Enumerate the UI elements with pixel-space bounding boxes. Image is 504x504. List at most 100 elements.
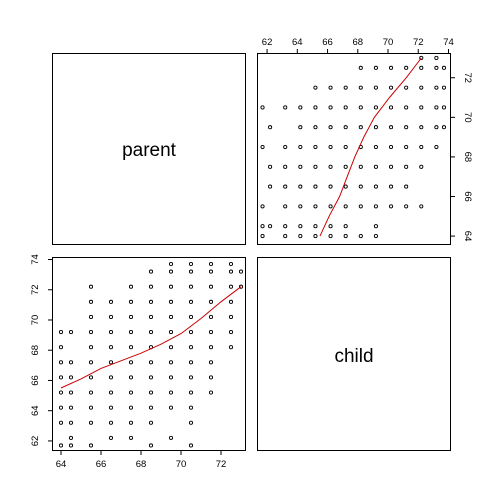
point-child-vs-parent-25	[313, 224, 318, 229]
point-child-vs-parent-34	[328, 224, 333, 229]
point-child-vs-parent-65	[373, 144, 378, 150]
points-top-right	[260, 55, 447, 239]
point-child-vs-parent-15	[283, 105, 288, 110]
ticklabel-top-68: 68	[352, 37, 363, 48]
point-parent-vs-child-2	[88, 443, 94, 448]
point-child-vs-parent-0	[260, 234, 265, 239]
ticklabel-top-74: 74	[443, 37, 454, 48]
point-child-vs-parent-54	[358, 164, 363, 169]
point-child-vs-parent-41	[328, 85, 333, 90]
point-parent-vs-child-91	[208, 284, 214, 289]
point-child-vs-parent-45	[343, 184, 348, 189]
point-parent-vs-child-38	[148, 375, 154, 380]
ticklabel-left-62: 62	[30, 436, 41, 447]
ticklabel-right-68: 68	[462, 152, 473, 163]
ticklabel-bottom-68: 68	[136, 459, 147, 470]
point-parent-vs-child-67	[188, 330, 194, 335]
panel-parent-vs-child	[257, 53, 451, 245]
point-parent-vs-child-0	[58, 443, 64, 448]
point-parent-vs-child-36	[108, 375, 114, 380]
point-child-vs-parent-36	[328, 184, 333, 189]
point-child-vs-parent-76	[388, 85, 394, 90]
point-parent-vs-child-46	[128, 360, 134, 365]
point-child-vs-parent-37	[328, 164, 333, 169]
point-child-vs-parent-74	[388, 125, 394, 130]
point-parent-vs-child-87	[128, 284, 134, 289]
point-parent-vs-child-75	[188, 314, 194, 320]
point-parent-vs-child-103	[228, 261, 234, 267]
point-parent-vs-child-24	[58, 390, 64, 395]
point-parent-vs-child-27	[108, 390, 114, 395]
point-parent-vs-child-23	[188, 405, 194, 410]
point-parent-vs-child-57	[188, 345, 194, 350]
point-child-vs-parent-69	[373, 65, 378, 70]
point-child-vs-parent-58	[358, 85, 363, 90]
point-child-vs-parent-91	[419, 85, 424, 90]
point-parent-vs-child-82	[168, 299, 174, 304]
point-child-vs-parent-72	[388, 164, 394, 169]
panel-child-diagonal	[257, 257, 451, 451]
point-parent-vs-child-47	[148, 360, 154, 365]
point-parent-vs-child-33	[58, 375, 64, 380]
point-child-vs-parent-61	[373, 224, 378, 229]
point-child-vs-parent-5	[268, 224, 273, 229]
points-bottom-left	[58, 261, 244, 448]
ticklabel-bottom-70: 70	[176, 459, 187, 470]
point-child-vs-parent-85	[404, 65, 409, 70]
point-child-vs-parent-9	[283, 234, 288, 239]
point-child-vs-parent-16	[298, 234, 303, 239]
point-parent-vs-child-6	[108, 435, 114, 440]
ticklabel-left-72: 72	[30, 284, 41, 295]
point-parent-vs-child-69	[228, 330, 234, 335]
point-parent-vs-child-20	[128, 405, 134, 410]
point-parent-vs-child-14	[148, 420, 154, 425]
point-parent-vs-child-58	[208, 345, 214, 350]
point-child-vs-parent-6	[268, 184, 273, 189]
point-child-vs-parent-33	[328, 234, 333, 239]
point-parent-vs-child-72	[128, 314, 134, 320]
point-parent-vs-child-15	[188, 420, 194, 425]
point-parent-vs-child-60	[58, 330, 64, 335]
point-parent-vs-child-9	[58, 420, 64, 425]
point-child-vs-parent-59	[358, 65, 363, 70]
point-child-vs-parent-102	[441, 85, 447, 90]
point-child-vs-parent-98	[434, 65, 439, 70]
point-parent-vs-child-25	[68, 390, 74, 395]
point-parent-vs-child-79	[108, 299, 114, 304]
point-parent-vs-child-7	[128, 435, 134, 440]
point-parent-vs-child-44	[88, 360, 94, 365]
point-parent-vs-child-18	[88, 405, 94, 410]
point-parent-vs-child-95	[168, 269, 174, 274]
point-child-vs-parent-17	[298, 224, 303, 229]
point-child-vs-parent-13	[283, 164, 288, 169]
point-parent-vs-child-84	[208, 299, 214, 304]
point-child-vs-parent-22	[298, 125, 303, 130]
point-child-vs-parent-49	[343, 105, 348, 110]
diag-label-parent: parent	[122, 140, 177, 161]
point-parent-vs-child-81	[148, 299, 154, 304]
point-child-vs-parent-39	[328, 125, 333, 130]
point-child-vs-parent-95	[434, 125, 439, 130]
point-child-vs-parent-43	[343, 224, 348, 229]
point-parent-vs-child-88	[148, 284, 154, 289]
ticklabel-right-72: 72	[462, 72, 473, 83]
point-child-vs-parent-28	[313, 164, 318, 169]
point-parent-vs-child-30	[168, 390, 174, 395]
point-child-vs-parent-101	[441, 105, 447, 110]
point-parent-vs-child-45	[108, 360, 114, 365]
point-child-vs-parent-80	[404, 164, 409, 169]
point-child-vs-parent-79	[404, 184, 409, 189]
point-parent-vs-child-37	[128, 375, 134, 380]
point-parent-vs-child-102	[208, 261, 214, 267]
point-parent-vs-child-5	[68, 435, 74, 440]
point-parent-vs-child-17	[68, 405, 74, 410]
point-child-vs-parent-64	[373, 164, 378, 169]
point-child-vs-parent-7	[268, 164, 273, 169]
point-child-vs-parent-19	[298, 184, 303, 189]
point-child-vs-parent-66	[373, 125, 378, 130]
point-child-vs-parent-51	[358, 234, 363, 239]
point-child-vs-parent-47	[343, 144, 348, 150]
ticklabel-bottom-64: 64	[56, 459, 67, 470]
point-child-vs-parent-70	[388, 204, 394, 209]
